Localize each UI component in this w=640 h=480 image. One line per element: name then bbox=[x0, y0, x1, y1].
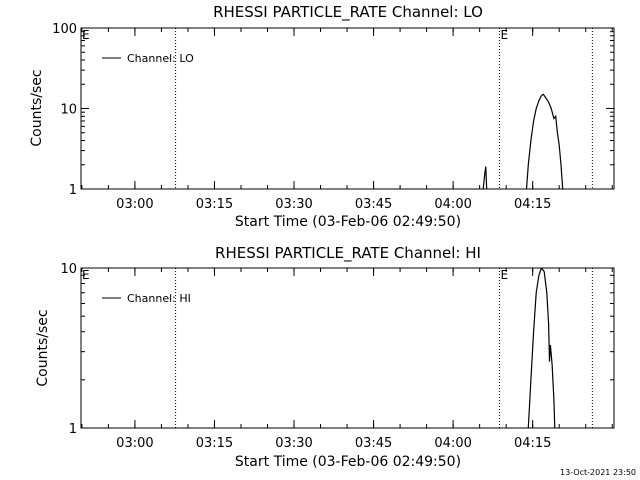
legend-entry-label: Channel: LO bbox=[127, 52, 194, 65]
x-tick-label: 03:30 bbox=[275, 436, 312, 451]
series-line bbox=[482, 93, 564, 189]
x-axis-label: Start Time (03-Feb-06 02:49:50) bbox=[235, 454, 461, 470]
x-tick-label: 03:00 bbox=[116, 436, 153, 451]
y-axis-label: Counts/sec bbox=[29, 69, 45, 146]
chart-title: RHESSI PARTICLE_RATE Channel: HI bbox=[215, 244, 481, 263]
event-marker-label: E bbox=[82, 268, 90, 282]
x-tick-label: 03:00 bbox=[116, 197, 153, 212]
hi-channel-panel: RHESSI PARTICLE_RATE Channel: HI Start T… bbox=[35, 244, 615, 470]
event-marker-label: E bbox=[501, 28, 509, 42]
chart-title: RHESSI PARTICLE_RATE Channel: LO bbox=[213, 3, 483, 22]
legend-entry-label: Channel: HI bbox=[127, 292, 191, 305]
series-line bbox=[527, 268, 556, 428]
event-marker-label: E bbox=[501, 268, 509, 282]
legend: Channel: HI bbox=[102, 292, 191, 305]
x-tick-label: 03:15 bbox=[196, 197, 233, 212]
x-tick-label: 04:00 bbox=[434, 197, 471, 212]
x-tick-label: 04:15 bbox=[514, 197, 551, 212]
y-tick-label: 100 bbox=[52, 22, 77, 37]
y-tick-label: 10 bbox=[60, 262, 77, 277]
x-tick-label: 04:15 bbox=[514, 436, 551, 451]
x-tick-label: 04:00 bbox=[434, 436, 471, 451]
x-tick-label: 03:45 bbox=[355, 436, 392, 451]
y-axis-label: Counts/sec bbox=[35, 309, 51, 386]
x-tick-label: 03:30 bbox=[275, 197, 312, 212]
plot-area: 03:00 03:15 03:30 03:45 04:00 04:15 1 10 100 E E Ch… bbox=[52, 22, 615, 212]
x-axis-label: Start Time (03-Feb-06 02:49:50) bbox=[235, 214, 461, 230]
legend: Channel: LO bbox=[102, 52, 194, 65]
y-tick-label: 1 bbox=[69, 183, 77, 198]
x-tick-label: 03:45 bbox=[355, 197, 392, 212]
event-marker-label: E bbox=[82, 28, 90, 42]
y-tick-label: 1 bbox=[69, 422, 77, 437]
x-tick-label: 03:15 bbox=[196, 436, 233, 451]
lo-channel-panel: RHESSI PARTICLE_RATE Channel: LO Start T… bbox=[29, 3, 615, 230]
generation-timestamp: 13-Oct-2021 23:50 bbox=[560, 468, 636, 477]
plot-area: 03:00 03:15 03:30 03:45 04:00 04:15 1 10 E E Chann… bbox=[60, 262, 615, 451]
y-tick-label: 10 bbox=[60, 103, 77, 118]
